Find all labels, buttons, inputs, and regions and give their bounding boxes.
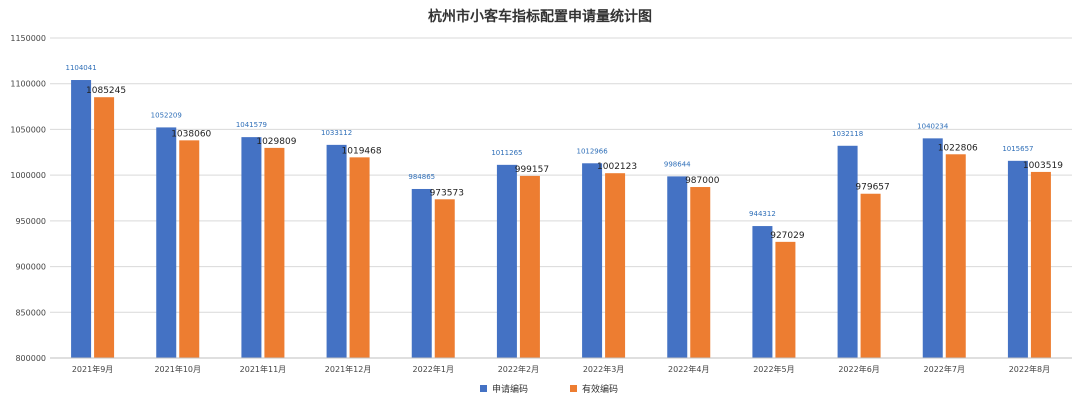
legend-swatch-series-1 [570,385,577,392]
bar-series-1 [179,140,200,358]
bar-series-0 [582,163,603,358]
data-label-series-0: 1040234 [917,122,949,130]
y-tick-label: 950000 [15,217,46,226]
data-label-series-0: 1033112 [321,129,352,137]
bar-series-1 [1030,171,1051,358]
data-label-series-1: 1002123 [597,162,637,172]
legend-swatch-series-0 [480,385,487,392]
bar-series-1 [264,147,285,358]
x-tick-label: 2022年2月 [498,364,539,374]
x-tick-label: 2022年8月 [1009,364,1050,374]
bar-series-0 [752,226,773,358]
data-label-series-0: 1012966 [576,147,608,155]
data-label-series-1: 1029809 [256,137,296,147]
y-tick-label: 850000 [15,308,46,317]
data-label-series-0: 1015657 [1002,145,1033,153]
data-label-series-0: 984865 [408,173,435,181]
bar-series-0 [71,80,92,358]
x-tick-label: 2021年12月 [325,364,372,374]
y-tick-label: 900000 [15,263,46,272]
data-label-series-1: 1022806 [938,143,978,153]
bar-series-0 [496,164,517,358]
bar-series-1 [690,187,711,358]
bar-series-0 [326,144,347,358]
x-tick-label: 2022年5月 [753,364,794,374]
data-label-series-1: 999157 [515,165,549,175]
data-label-series-0: 1011265 [491,149,522,157]
bar-series-0 [667,176,688,358]
bar-series-0 [922,138,943,358]
bar-series-1 [605,173,626,358]
bar-series-1 [519,175,540,358]
x-tick-label: 2022年4月 [668,364,709,374]
y-tick-label: 1100000 [10,80,46,89]
bar-series-0 [156,127,177,359]
x-tick-label: 2022年6月 [838,364,879,374]
chart-title: 杭州市小客车指标配置申请量统计图 [428,9,652,25]
data-label-series-1: 1019468 [342,146,382,156]
data-label-series-0: 1104041 [65,64,96,72]
x-tick-label: 2021年11月 [240,364,287,374]
y-tick-label: 1000000 [10,171,46,180]
data-label-series-1: 987000 [685,176,720,186]
bar-series-1 [860,193,881,358]
bar-series-1 [94,97,115,358]
x-tick-label: 2021年9月 [72,364,113,374]
bar-series-1 [775,241,796,358]
x-tick-label: 2021年10月 [154,364,201,374]
bar-series-0 [1007,160,1028,358]
bar-series-0 [241,137,262,358]
data-label-series-0: 1052209 [151,111,182,119]
data-label-series-1: 973573 [430,188,464,198]
data-label-series-1: 1038060 [171,129,211,139]
y-tick-label: 1150000 [10,34,46,43]
x-tick-label: 2022年3月 [583,364,624,374]
y-tick-label: 800000 [15,354,46,363]
bar-series-0 [837,145,858,358]
data-label-series-0: 1041579 [236,121,267,129]
legend-label-series-1: 有效编码 [582,383,618,395]
data-label-series-1: 927029 [770,231,805,241]
y-tick-label: 1050000 [10,125,46,134]
bar-series-0 [411,188,432,358]
data-label-series-1: 1003519 [1023,161,1063,171]
bar-series-1 [434,199,455,358]
data-label-series-1: 979657 [855,183,889,193]
data-label-series-0: 944312 [749,210,776,218]
x-tick-label: 2022年7月 [924,364,965,374]
bar-series-1 [349,157,370,358]
data-label-series-1: 1085245 [86,86,126,96]
bar-series-1 [945,154,966,358]
legend-label-series-0: 申请编码 [492,383,528,395]
x-tick-label: 2022年1月 [413,364,454,374]
data-label-series-0: 1032118 [832,130,863,138]
data-label-series-0: 998644 [664,160,691,168]
